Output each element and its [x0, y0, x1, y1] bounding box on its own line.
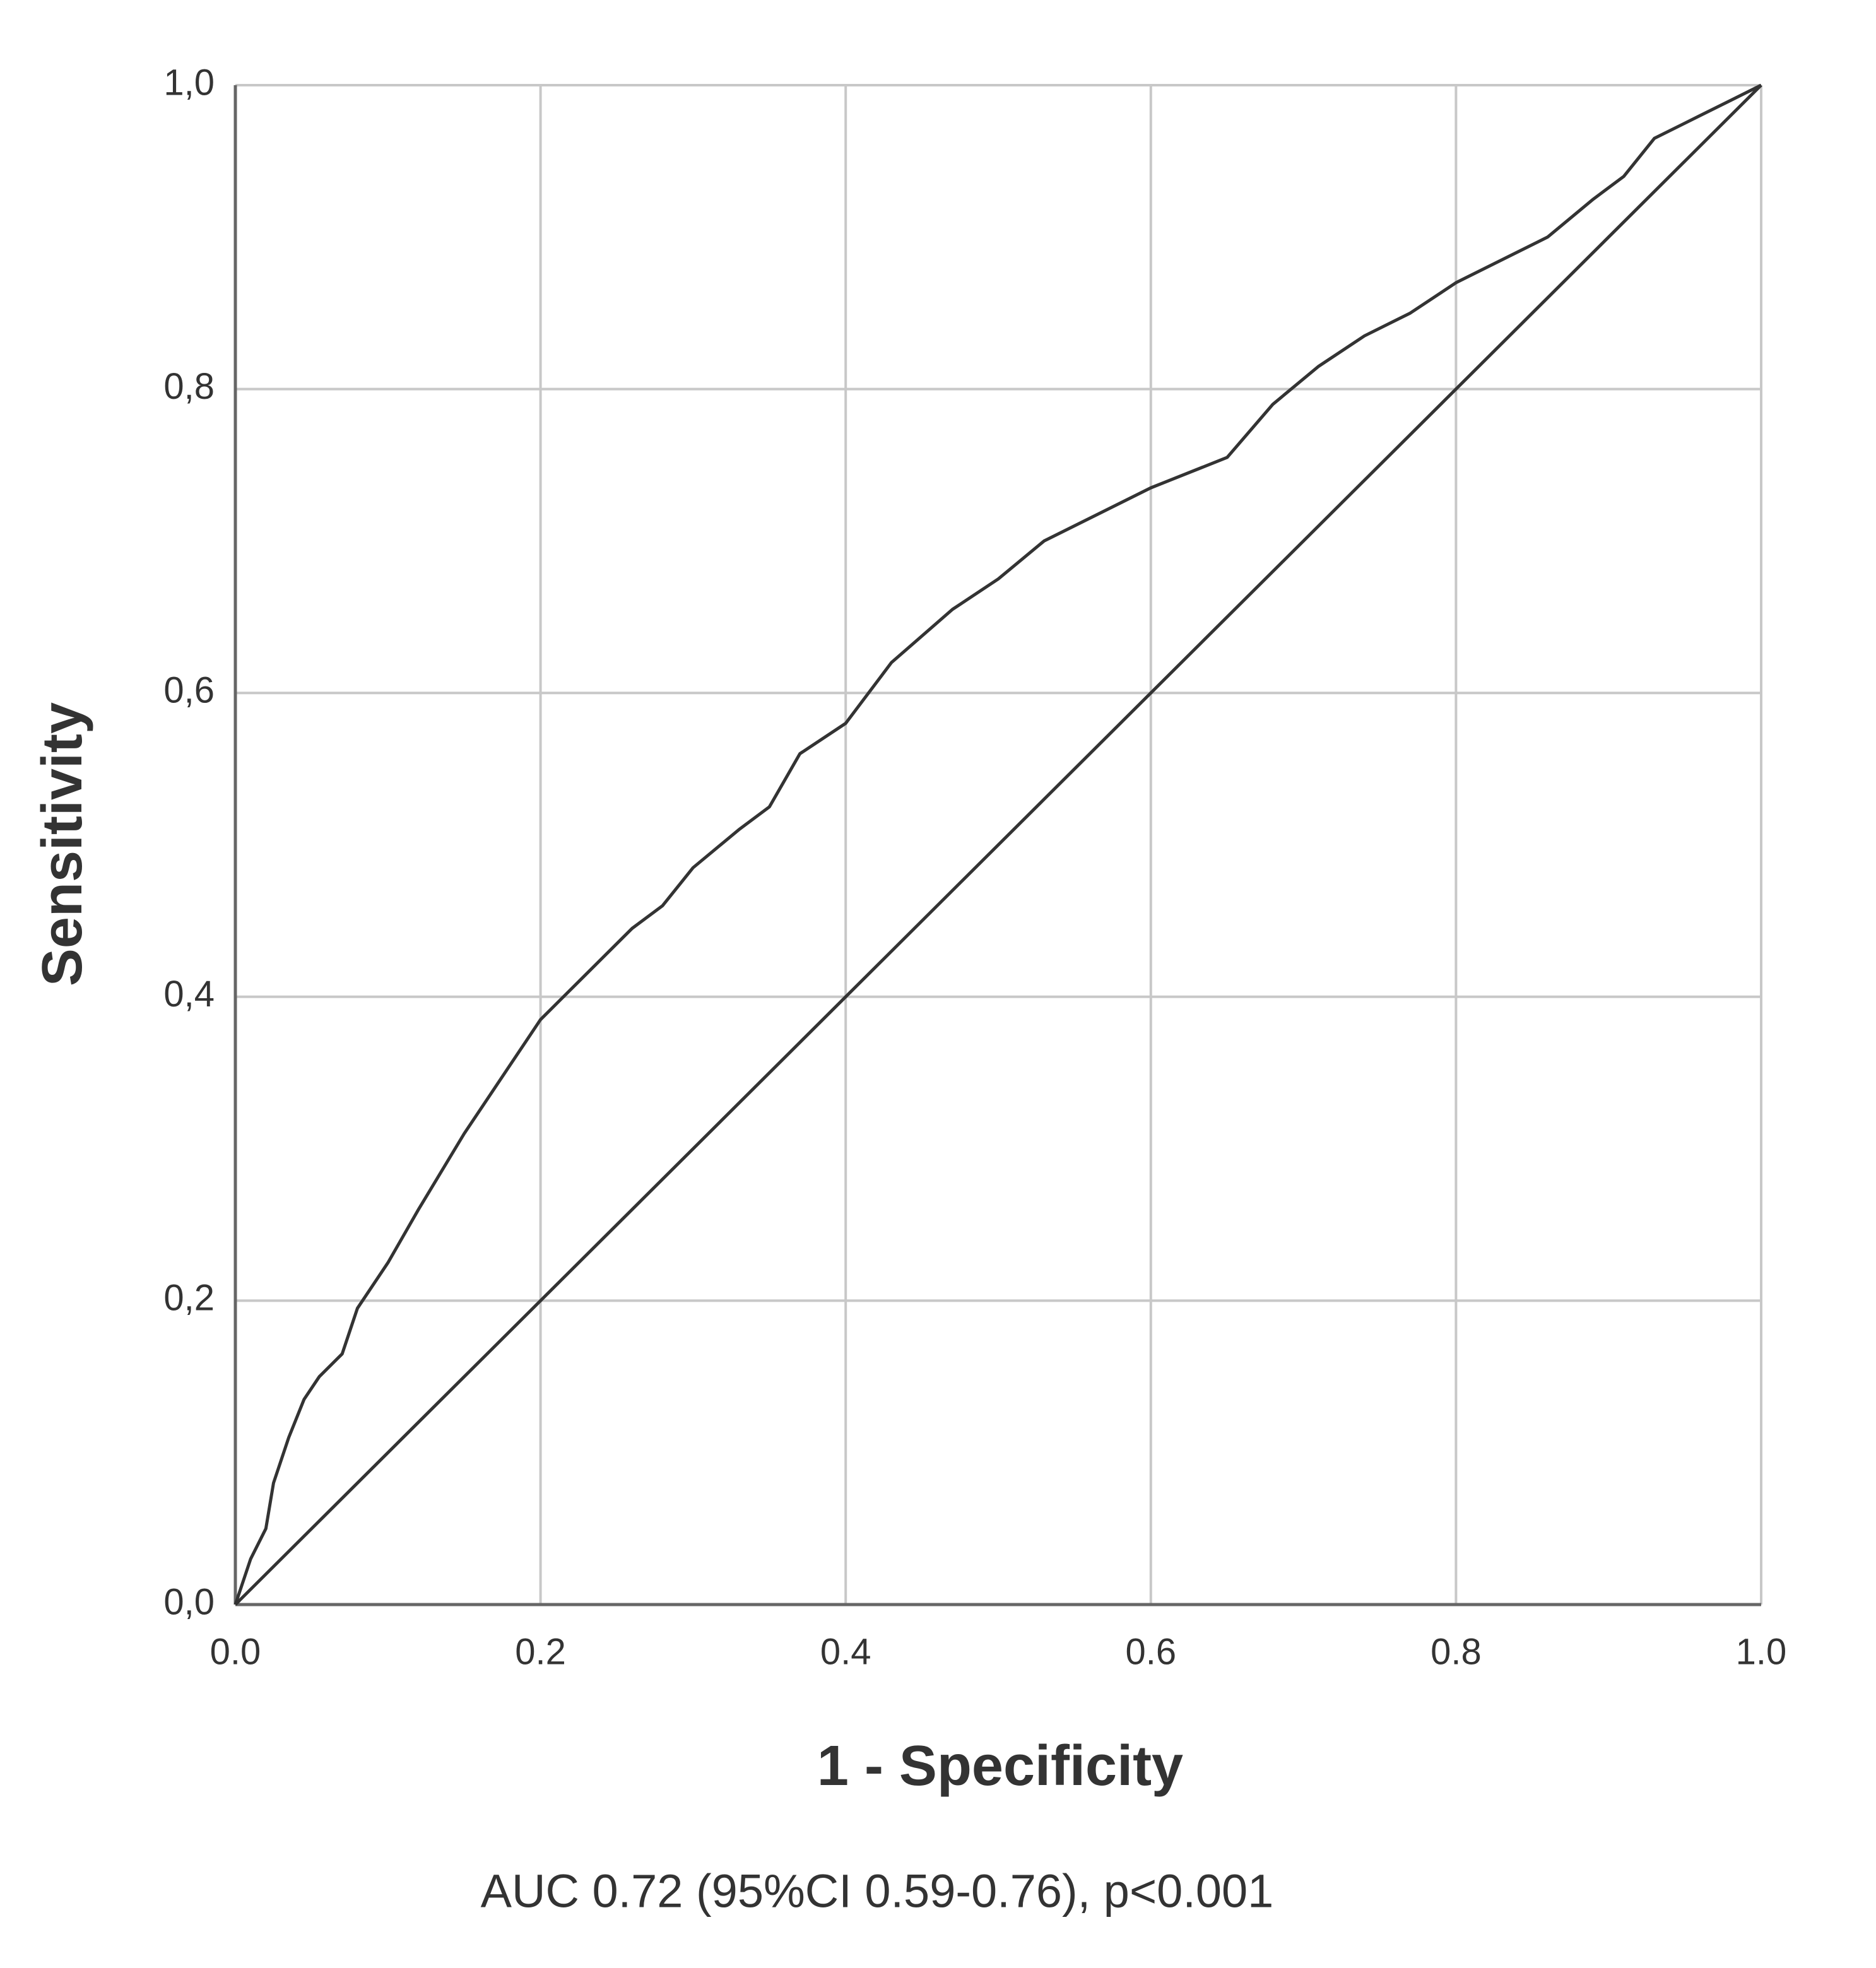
- x-tick-label: 1.0: [1736, 1631, 1787, 1672]
- y-tick-label: 0,2: [163, 1278, 215, 1319]
- y-tick-label: 0,8: [163, 366, 215, 407]
- roc-line: [233, 83, 1762, 1605]
- y-axis-label: Sensitivity: [31, 702, 94, 986]
- roc-line: [234, 84, 1762, 1606]
- x-axis-label: 1 - Specificity: [817, 1735, 1183, 1798]
- x-tick-label: 0.0: [210, 1631, 261, 1672]
- x-tick-label: 0.4: [820, 1631, 871, 1672]
- y-tick-label: 0,0: [163, 1581, 215, 1622]
- x-tick-label: 0.8: [1431, 1631, 1482, 1672]
- y-tick-label: 0,4: [163, 974, 215, 1015]
- x-tick-label: 0.6: [1125, 1631, 1176, 1672]
- y-tick-label: 1,0: [163, 62, 215, 103]
- y-tick-label: 0,6: [163, 670, 215, 711]
- x-tick-label: 0.2: [515, 1631, 566, 1672]
- annotation: AUC 0.72 (95%CI 0.59-0.76), p<0.001: [481, 1865, 1274, 1918]
